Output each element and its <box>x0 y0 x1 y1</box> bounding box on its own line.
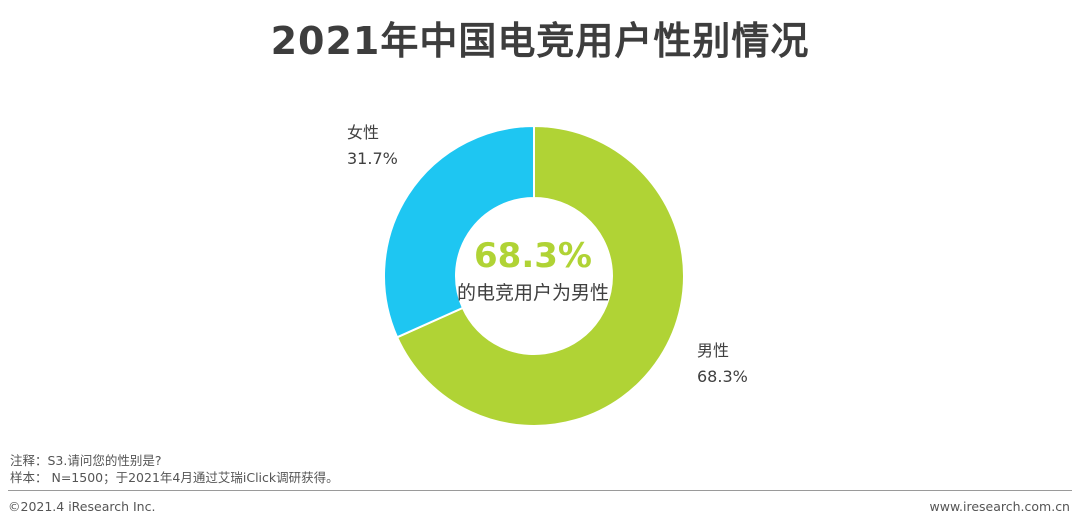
slice-label-female-name: 女性 <box>347 123 380 142</box>
donut-slice-male <box>395 124 685 427</box>
slice-label-male: 男性 68.3% <box>697 338 748 390</box>
chart-title: 2021年中国电竞用户性别情况 <box>270 19 810 63</box>
note-sample: 样本： N=1500；于2021年4月通过艾瑞iClick调研获得。 <box>10 470 339 485</box>
website: www.iresearch.com.cn <box>929 499 1071 514</box>
notes: 注释：S3.请问您的性别是? 样本： N=1500；于2021年4月通过艾瑞iC… <box>10 452 339 486</box>
slice-label-female-value: 31.7% <box>347 149 398 168</box>
slice-label-male-value: 68.3% <box>697 367 748 386</box>
copyright: ©2021.4 iResearch Inc. <box>8 499 156 514</box>
center-percentage: 68.3% <box>474 236 592 276</box>
slice-label-female: 女性 31.7% <box>347 120 398 172</box>
footer-divider <box>8 490 1072 491</box>
donut-slice-female <box>383 124 535 339</box>
center-caption: 的电竞用户为男性 <box>456 282 609 304</box>
slice-label-male-name: 男性 <box>697 341 730 360</box>
note-question: 注释：S3.请问您的性别是? <box>10 453 162 468</box>
